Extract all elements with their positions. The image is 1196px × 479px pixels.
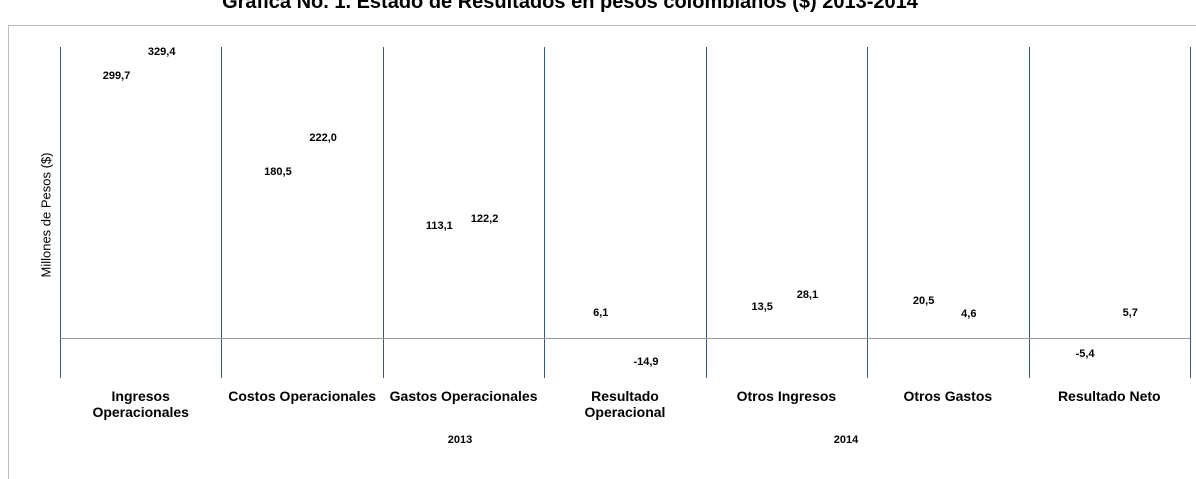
- value-label: -5,4: [1075, 347, 1095, 360]
- separator: [544, 47, 546, 378]
- frame: [8, 25, 1196, 479]
- x-tick-label: Otros Ingresos: [736, 388, 837, 404]
- separator: [1190, 47, 1191, 378]
- bar: [423, 246, 455, 337]
- bar: [1114, 333, 1146, 338]
- value-label: -14,9: [633, 355, 659, 368]
- value-label: 299,7: [102, 69, 131, 82]
- bar: [746, 327, 778, 338]
- bar: [307, 158, 339, 337]
- x-tick-label: Resultado Operacional: [584, 388, 666, 420]
- x-tick-label: Resultado Neto: [1057, 388, 1161, 404]
- value-label: 122,2: [470, 212, 499, 225]
- bar: [1069, 338, 1101, 342]
- value-label: 28,1: [796, 288, 819, 301]
- separator: [1028, 47, 1030, 378]
- x-tick-label: Costos Operacionales: [228, 388, 377, 404]
- separator: [382, 47, 384, 378]
- value-label: 13,5: [751, 300, 773, 313]
- bar: [468, 239, 500, 338]
- value-label: 222,0: [309, 132, 337, 145]
- separator: [221, 47, 223, 378]
- bar: [100, 96, 132, 338]
- bar: [908, 321, 940, 338]
- x-tick-label: Gastos Operacionales: [389, 388, 538, 404]
- value-label: 5,7: [1122, 307, 1138, 320]
- separator: [60, 47, 61, 378]
- value-label: 113,1: [425, 220, 453, 233]
- value-label: 329,4: [147, 45, 176, 58]
- bar: [585, 333, 617, 338]
- zero-line: [60, 337, 1190, 339]
- bar: [630, 338, 662, 350]
- y-axis-label: Millones de Pesos ($): [38, 152, 54, 278]
- bar: [953, 334, 985, 338]
- bar: [146, 72, 178, 338]
- bar: [262, 192, 294, 338]
- x-tick-label: Otros Gastos: [903, 388, 993, 404]
- chart-title: Gráfica No. 1. Estado de Resultados en p…: [222, 0, 918, 13]
- bar: [791, 315, 823, 338]
- legend-label: 2013: [447, 434, 473, 446]
- x-tick-label: Ingresos Operacionales: [92, 388, 189, 420]
- value-label: 180,5: [264, 165, 292, 178]
- separator: [705, 47, 707, 378]
- value-label: 6,1: [593, 306, 609, 319]
- separator: [867, 47, 869, 378]
- value-label: 20,5: [912, 295, 935, 308]
- value-label: 4,6: [961, 307, 977, 320]
- legend-label: 2014: [833, 434, 859, 446]
